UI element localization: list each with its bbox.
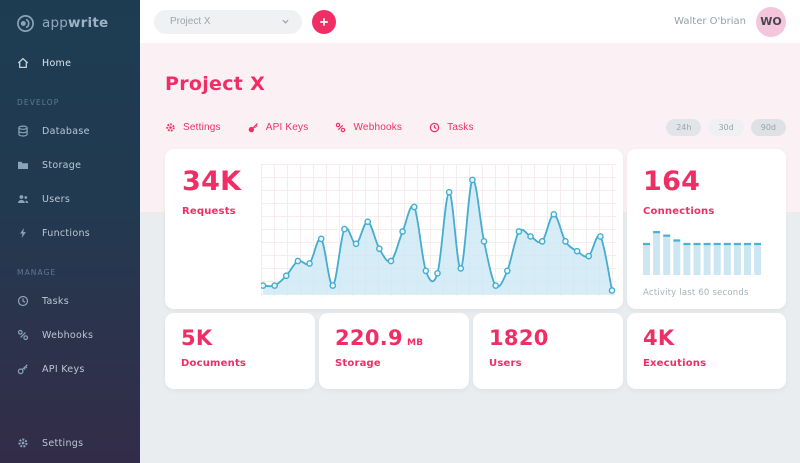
user-menu[interactable]: Walter O'brian WO bbox=[674, 6, 786, 37]
sidebar-item-settings[interactable]: Settings bbox=[17, 434, 123, 452]
sidebar-item-label: API Keys bbox=[42, 363, 85, 375]
time-filter-30d[interactable]: 30d bbox=[708, 119, 744, 136]
tab-label: API Keys bbox=[265, 122, 309, 133]
project-selector-dropdown[interactable]: Project X bbox=[154, 9, 302, 34]
sidebar-item-label: Webhooks bbox=[42, 329, 94, 341]
sidebar-item-label: Home bbox=[42, 57, 72, 69]
folder-icon bbox=[17, 159, 29, 171]
develop-items: Database Storage Users bbox=[17, 107, 123, 242]
content: Project X Settings bbox=[140, 43, 800, 463]
sidebar-item-storage[interactable]: Storage bbox=[17, 156, 123, 174]
sidebar-item-api-keys[interactable]: API Keys bbox=[17, 360, 123, 378]
executions-label: Executions bbox=[643, 358, 707, 369]
sidebar-section-develop: DEVELOP bbox=[17, 98, 60, 107]
connections-label: Connections bbox=[643, 206, 715, 217]
toolbar: Settings API Keys Webhooks bbox=[165, 119, 786, 136]
tab-api-keys[interactable]: API Keys bbox=[248, 122, 309, 133]
requests-area-chart bbox=[261, 164, 616, 296]
time-filter-24h[interactable]: 24h bbox=[666, 119, 702, 136]
avatar[interactable]: WO bbox=[756, 6, 786, 37]
sidebar-item-label: Storage bbox=[42, 159, 82, 171]
connections-value: 164 bbox=[643, 166, 701, 197]
connections-bar-chart bbox=[643, 229, 770, 279]
tab-label: Settings bbox=[183, 122, 221, 133]
plus-icon bbox=[320, 17, 328, 26]
tab-label: Tasks bbox=[447, 122, 474, 133]
executions-value: 4K bbox=[643, 326, 675, 350]
sidebar-item-label: Settings bbox=[42, 437, 84, 449]
requests-value: 34K bbox=[182, 166, 242, 197]
sidebar-item-webhooks[interactable]: Webhooks bbox=[17, 326, 123, 344]
topbar: Project X Walter O'brian WO bbox=[140, 0, 800, 43]
home-icon bbox=[17, 57, 29, 69]
main-area: Project X Walter O'brian WO Project X bbox=[140, 0, 800, 463]
storage-unit: MB bbox=[406, 338, 424, 348]
users-card: 1820 Users bbox=[473, 313, 623, 389]
database-icon bbox=[17, 125, 29, 137]
storage-label: Storage bbox=[335, 358, 381, 369]
requests-label: Requests bbox=[182, 206, 236, 217]
webhook-link-icon bbox=[335, 122, 346, 133]
sidebar: appwrite Home DEVELOP Database bbox=[0, 0, 140, 463]
documents-value: 5K bbox=[181, 326, 213, 350]
appwrite-logo-text: appwrite bbox=[42, 15, 109, 31]
users-label: Users bbox=[489, 358, 522, 369]
documents-label: Documents bbox=[181, 358, 247, 369]
clock-icon bbox=[429, 122, 440, 133]
sidebar-item-label: Functions bbox=[42, 227, 91, 239]
clock-icon bbox=[17, 295, 29, 307]
lightning-icon bbox=[17, 227, 29, 239]
tab-tasks[interactable]: Tasks bbox=[429, 122, 474, 133]
connections-card: 164 Connections Activity last 60 seconds bbox=[627, 149, 786, 309]
sidebar-item-users[interactable]: Users bbox=[17, 190, 123, 208]
chevron-down-icon bbox=[282, 19, 289, 24]
appwrite-logo[interactable]: appwrite bbox=[0, 0, 140, 46]
tab-label: Webhooks bbox=[353, 122, 403, 133]
connections-caption: Activity last 60 seconds bbox=[643, 288, 749, 298]
webhook-link-icon bbox=[17, 329, 29, 341]
key-icon bbox=[248, 122, 259, 133]
key-icon bbox=[17, 363, 29, 375]
appwrite-logo-icon bbox=[17, 14, 34, 32]
users-value: 1820 bbox=[489, 326, 549, 350]
stats-grid: 34K Requests 164 Connections Activity la… bbox=[165, 149, 786, 389]
executions-card: 4K Executions bbox=[627, 313, 786, 389]
user-name: Walter O'brian bbox=[674, 16, 746, 27]
add-project-button[interactable] bbox=[312, 9, 336, 34]
sidebar-nav: Home DEVELOP Database Storage bbox=[0, 46, 140, 463]
sidebar-item-label: Users bbox=[42, 193, 71, 205]
users-icon bbox=[17, 193, 29, 205]
sidebar-item-tasks[interactable]: Tasks bbox=[17, 292, 123, 310]
project-nav-links: Settings API Keys Webhooks bbox=[165, 122, 474, 133]
sidebar-item-database[interactable]: Database bbox=[17, 122, 123, 140]
sidebar-item-functions[interactable]: Functions bbox=[17, 224, 123, 242]
storage-value: 220.9 MB bbox=[335, 326, 424, 350]
documents-card: 5K Documents bbox=[165, 313, 315, 389]
sidebar-item-label: Tasks bbox=[42, 295, 69, 307]
page-title: Project X bbox=[165, 73, 266, 95]
tab-webhooks[interactable]: Webhooks bbox=[335, 122, 402, 133]
gear-icon bbox=[165, 122, 176, 133]
tab-settings[interactable]: Settings bbox=[165, 122, 221, 133]
sidebar-item-label: Database bbox=[42, 125, 90, 137]
time-range-filters: 24h 30d 90d bbox=[666, 119, 786, 136]
sidebar-item-home[interactable]: Home bbox=[17, 54, 123, 72]
sidebar-section-manage: MANAGE bbox=[17, 268, 57, 277]
requests-card: 34K Requests bbox=[165, 149, 623, 309]
gear-icon bbox=[17, 437, 29, 449]
time-filter-90d[interactable]: 90d bbox=[750, 119, 786, 136]
storage-card: 220.9 MB Storage bbox=[319, 313, 469, 389]
project-selector-value: Project X bbox=[170, 16, 211, 27]
manage-items: Tasks Webhooks API Keys bbox=[17, 277, 123, 378]
